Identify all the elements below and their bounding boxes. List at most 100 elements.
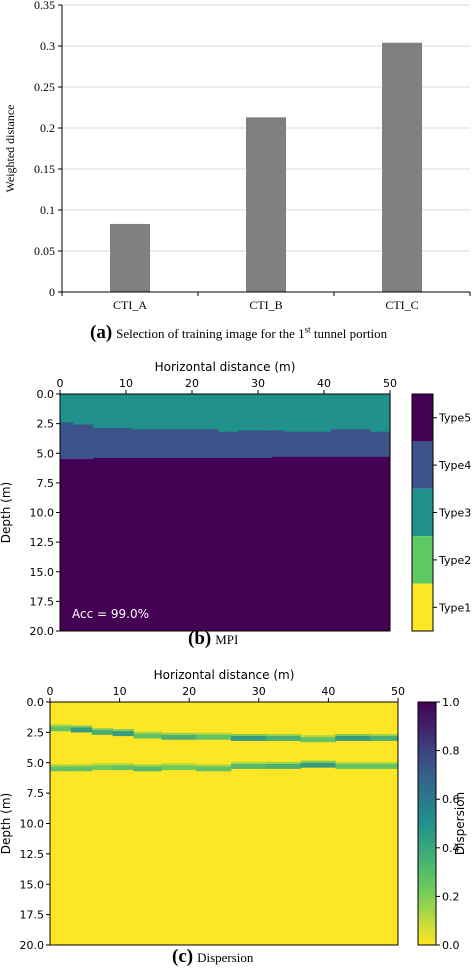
mpi-accuracy-annotation: Acc = 99.0% — [72, 607, 149, 621]
caption-b: (b) MPI — [188, 628, 238, 650]
caption-a-letter: (a) — [90, 322, 113, 343]
dispersion-lower-band-fringe — [133, 764, 162, 767]
mpi-ytick-label: 0.0 — [37, 388, 55, 401]
dispersion-ytick-label: 7.5 — [27, 787, 45, 800]
mpi-legend-frame — [411, 393, 434, 632]
dispersion-colorbar-tick-label: 0.6 — [442, 793, 460, 806]
mpi-type3-segment — [370, 394, 391, 432]
mpi-ytick-label: 7.5 — [37, 477, 55, 490]
bar-cti-a — [110, 223, 150, 292]
bar-ytick-label: 0.05 — [34, 244, 55, 258]
caption-a-sup: st — [304, 324, 311, 335]
dispersion-lower-band-fringe — [335, 761, 371, 764]
dispersion-upper-band — [50, 726, 72, 732]
bar-cti-c — [382, 42, 422, 292]
caption-c-letter: (c) — [172, 946, 194, 967]
dispersion-upper-band-fringe — [370, 733, 399, 736]
dispersion-ytick-label: 20.0 — [20, 939, 45, 952]
dispersion-upper-band — [133, 733, 162, 739]
dispersion-colorbar-tick-label: 0.0 — [442, 939, 460, 952]
mpi-type3-segment — [238, 394, 272, 431]
dispersion-lower-band — [91, 765, 114, 771]
dispersion-colorbar-tick-label: 0.4 — [442, 842, 460, 855]
bar-ytick-label: 0 — [49, 285, 55, 299]
dispersion-lower-band — [230, 763, 267, 769]
dispersion-lower-band-fringe — [91, 763, 114, 766]
dispersion-upper-band — [196, 734, 232, 740]
dispersion-ytick-label: 15.0 — [20, 878, 45, 891]
dispersion-upper-band-fringe — [196, 732, 232, 735]
mpi-type4-segment — [60, 422, 74, 460]
bar-ytick-label: 0.25 — [34, 80, 55, 94]
dispersion-lower-band-fringe — [112, 763, 135, 766]
mpi-legend-label-type2: Type2 — [438, 554, 471, 567]
mpi-type4-segment — [370, 431, 391, 457]
dispersion-upper-band-fringe — [133, 731, 162, 734]
dispersion-upper-band-fringe — [265, 733, 302, 736]
mpi-type4-segment — [238, 430, 272, 458]
dispersion-colorbar-tick-label: 0.8 — [442, 745, 460, 758]
mpi-xtick-label: 20 — [185, 377, 199, 390]
bar-ylabel: Weighted distance — [3, 104, 17, 192]
mpi-type4-segment — [218, 431, 239, 458]
dispersion-xlabel: Horizontal distance (m) — [154, 668, 295, 682]
dispersion-lower-band-fringe — [230, 761, 267, 764]
dispersion-upper-band-fringe — [112, 729, 135, 732]
dispersion-upper-band-fringe — [91, 727, 114, 730]
mpi-xtick-label: 40 — [317, 377, 331, 390]
dispersion-upper-band-fringe — [70, 725, 93, 728]
mpi-ytick-label: 20.0 — [30, 625, 55, 638]
dispersion-lower-band-fringe — [70, 764, 93, 767]
mpi-ytick-label: 12.5 — [30, 536, 55, 549]
mpi-type3-segment — [93, 394, 134, 429]
dispersion-upper-band — [112, 731, 135, 737]
bar-ytick-label: 0.1 — [40, 203, 55, 217]
dispersion-lower-band — [196, 766, 232, 772]
dispersion-upper-band — [230, 735, 267, 741]
dispersion-xtick-label: 30 — [252, 685, 266, 698]
mpi-type4-segment — [284, 431, 332, 457]
mpi-xtick-label: 0 — [57, 377, 64, 390]
caption-a-text: Selection of training image for the 1 — [116, 326, 305, 341]
dispersion-xtick-label: 0 — [47, 685, 54, 698]
caption-a: (a) Selection of training image for the 1… — [90, 322, 387, 344]
dispersion-upper-band-fringe — [50, 724, 72, 727]
dispersion-ytick-label: 5.0 — [27, 757, 45, 770]
dispersion-colorbar-tick-label: 1.0 — [442, 696, 460, 709]
dispersion-upper-band-fringe — [230, 733, 267, 736]
dispersion-upper-band — [70, 727, 93, 733]
mpi-xtick-label: 30 — [251, 377, 265, 390]
dispersion-upper-band — [370, 735, 399, 741]
dispersion-lower-band-fringe — [50, 764, 72, 767]
dispersion-upper-band-fringe — [300, 735, 336, 738]
dispersion-lower-band-fringe — [196, 764, 232, 767]
mpi-legend-swatch-type2 — [412, 536, 433, 584]
mpi-type3-segment — [218, 394, 239, 432]
bar-category-label: CTI_C — [385, 298, 418, 312]
mpi-type3-segment — [132, 394, 219, 430]
caption-c: (c) Dispersion — [172, 946, 253, 968]
dispersion-ytick-label: 10.0 — [20, 818, 45, 831]
dispersion-xtick-label: 10 — [113, 685, 127, 698]
dispersion-colorbar-label: Dispersion — [453, 792, 467, 855]
mpi-ytick-label: 15.0 — [30, 566, 55, 579]
dispersion-upper-band — [91, 729, 114, 735]
dispersion-ytick-label: 12.5 — [20, 848, 45, 861]
dispersion-lower-band-fringe — [265, 761, 302, 764]
mpi-type4-segment — [271, 430, 285, 457]
mpi-type4-segment — [132, 429, 219, 458]
dispersion-lower-band — [300, 762, 336, 768]
dispersion-lower-band — [50, 766, 72, 772]
mpi-legend-label-type5: Type5 — [438, 412, 471, 425]
dispersion-lower-band-fringe — [370, 761, 399, 764]
dispersion-upper-band-fringe — [335, 733, 371, 736]
bar-ytick-label: 0.2 — [40, 121, 55, 135]
bar-ytick-label: 0.15 — [34, 162, 55, 176]
dispersion-lower-band — [112, 765, 135, 771]
dispersion-ylabel: Depth (m) — [0, 793, 13, 854]
dispersion-upper-band — [335, 735, 371, 741]
dispersion-background — [50, 702, 398, 945]
dispersion-ytick-label: 2.5 — [27, 726, 45, 739]
mpi-legend-swatch-type4 — [412, 441, 433, 489]
